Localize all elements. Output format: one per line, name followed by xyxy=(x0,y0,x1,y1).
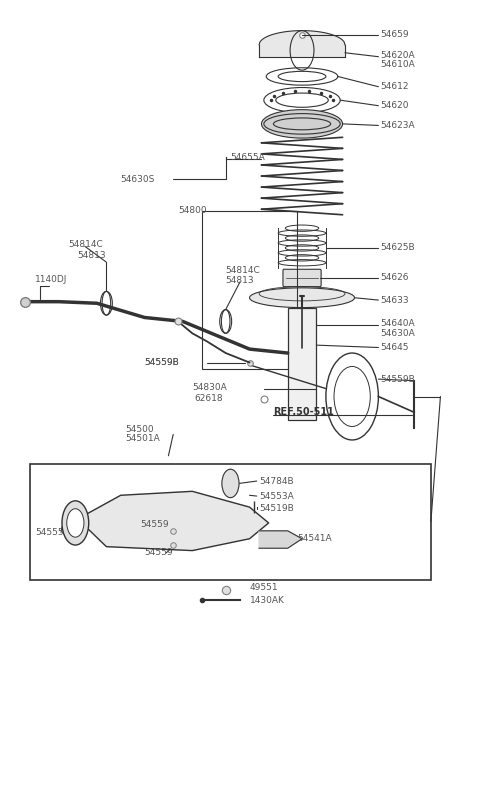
Text: 54623A: 54623A xyxy=(381,121,415,130)
Text: 54559: 54559 xyxy=(144,549,173,557)
Text: 54559B: 54559B xyxy=(381,374,416,384)
Text: 54620A: 54620A xyxy=(381,51,415,59)
Text: 54553A: 54553A xyxy=(259,492,294,500)
FancyBboxPatch shape xyxy=(283,270,321,286)
Bar xyxy=(288,308,316,420)
Text: 54630S: 54630S xyxy=(120,174,155,184)
Text: 54625B: 54625B xyxy=(381,243,415,252)
Text: 54620: 54620 xyxy=(381,102,409,110)
Text: 54559: 54559 xyxy=(140,520,168,529)
Ellipse shape xyxy=(262,109,343,138)
Text: 54633: 54633 xyxy=(381,296,409,305)
Circle shape xyxy=(67,509,84,537)
Text: 54612: 54612 xyxy=(381,82,409,91)
Text: 54659: 54659 xyxy=(381,30,409,39)
Text: 54559B: 54559B xyxy=(144,358,180,367)
Text: 54813: 54813 xyxy=(226,276,254,285)
Text: 49551: 49551 xyxy=(250,583,278,592)
Text: 54814C: 54814C xyxy=(68,240,103,249)
Text: 54800: 54800 xyxy=(178,206,206,215)
Text: 54519B: 54519B xyxy=(259,504,294,513)
Text: 54541A: 54541A xyxy=(297,534,332,543)
Text: 54630A: 54630A xyxy=(381,329,416,338)
Text: 54640A: 54640A xyxy=(381,320,415,328)
Circle shape xyxy=(222,469,239,498)
Text: 54814C: 54814C xyxy=(226,266,261,274)
Text: 54830A: 54830A xyxy=(192,382,227,392)
Text: 54610A: 54610A xyxy=(381,60,416,69)
Text: REF.50-511: REF.50-511 xyxy=(274,408,334,417)
Bar xyxy=(202,211,297,369)
Text: 54655A: 54655A xyxy=(230,152,265,162)
Text: 1140DJ: 1140DJ xyxy=(35,275,67,284)
Text: 54813: 54813 xyxy=(78,251,107,260)
Circle shape xyxy=(62,501,89,545)
Polygon shape xyxy=(78,492,269,550)
Bar xyxy=(30,464,431,580)
Text: 54645: 54645 xyxy=(381,343,409,352)
Text: 62618: 62618 xyxy=(195,393,223,403)
Text: 54500: 54500 xyxy=(125,425,154,435)
Text: 54626: 54626 xyxy=(381,274,409,282)
Ellipse shape xyxy=(250,288,355,308)
Text: 54559B: 54559B xyxy=(144,358,180,367)
Polygon shape xyxy=(259,531,302,548)
Text: 1430AK: 1430AK xyxy=(250,596,285,605)
Text: 54784B: 54784B xyxy=(259,477,294,485)
Text: 54501A: 54501A xyxy=(125,434,160,442)
Text: 54555A: 54555A xyxy=(35,528,70,537)
